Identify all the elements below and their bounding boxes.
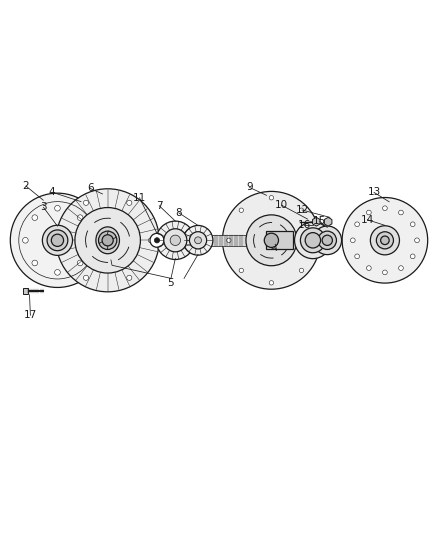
Circle shape	[56, 189, 159, 292]
Circle shape	[154, 238, 159, 243]
Text: 17: 17	[24, 310, 37, 320]
Text: 7: 7	[156, 201, 162, 211]
Circle shape	[342, 198, 427, 283]
Circle shape	[305, 232, 321, 248]
Circle shape	[55, 270, 60, 275]
Circle shape	[77, 215, 83, 221]
Circle shape	[84, 200, 88, 205]
Circle shape	[355, 254, 360, 259]
Circle shape	[350, 238, 355, 243]
Circle shape	[381, 236, 389, 245]
Text: 16: 16	[297, 220, 311, 230]
Circle shape	[148, 238, 153, 243]
Text: 11: 11	[133, 193, 146, 203]
Circle shape	[399, 210, 403, 215]
Circle shape	[367, 266, 371, 270]
Circle shape	[156, 221, 194, 260]
Circle shape	[42, 225, 73, 255]
Circle shape	[300, 228, 325, 253]
Circle shape	[410, 254, 415, 259]
Text: 6: 6	[87, 183, 93, 193]
Circle shape	[399, 266, 403, 270]
Circle shape	[77, 260, 83, 266]
Circle shape	[355, 222, 360, 227]
Circle shape	[376, 232, 393, 249]
Bar	[266, 231, 293, 249]
Text: 4: 4	[49, 187, 56, 197]
Circle shape	[150, 233, 164, 247]
Text: 8: 8	[176, 208, 182, 218]
Circle shape	[23, 238, 28, 243]
Polygon shape	[325, 217, 332, 226]
Bar	[212, 235, 246, 246]
Circle shape	[312, 238, 316, 243]
Circle shape	[194, 237, 201, 244]
Circle shape	[32, 260, 38, 266]
Circle shape	[47, 230, 68, 251]
Circle shape	[367, 210, 371, 215]
Polygon shape	[313, 217, 320, 226]
Circle shape	[246, 215, 297, 266]
Bar	[22, 288, 28, 294]
Text: 9: 9	[246, 182, 253, 192]
Circle shape	[264, 233, 279, 247]
Circle shape	[322, 235, 332, 245]
Text: 12: 12	[295, 205, 309, 215]
Circle shape	[239, 208, 244, 213]
Text: 14: 14	[361, 215, 374, 225]
Circle shape	[318, 231, 336, 249]
Circle shape	[410, 222, 415, 227]
Circle shape	[51, 234, 64, 246]
Circle shape	[226, 238, 231, 243]
Circle shape	[371, 226, 399, 255]
Circle shape	[75, 207, 141, 273]
Circle shape	[99, 231, 117, 249]
Circle shape	[32, 215, 38, 221]
Text: 15: 15	[313, 216, 326, 226]
Circle shape	[127, 200, 132, 205]
Circle shape	[223, 191, 320, 289]
Circle shape	[127, 275, 132, 280]
Circle shape	[299, 208, 304, 213]
Circle shape	[382, 206, 387, 211]
Circle shape	[189, 232, 207, 249]
Circle shape	[415, 238, 419, 243]
Text: 10: 10	[275, 200, 288, 210]
Ellipse shape	[96, 227, 120, 254]
Circle shape	[269, 281, 274, 285]
Circle shape	[294, 222, 331, 259]
Circle shape	[164, 229, 187, 252]
Circle shape	[84, 275, 88, 280]
Text: 13: 13	[367, 188, 381, 197]
Text: 5: 5	[168, 278, 174, 288]
Circle shape	[102, 235, 113, 246]
Text: 3: 3	[40, 203, 47, 212]
Circle shape	[87, 238, 92, 243]
Circle shape	[170, 235, 180, 246]
Circle shape	[239, 268, 244, 272]
Text: 2: 2	[23, 181, 29, 191]
Circle shape	[299, 268, 304, 272]
Circle shape	[183, 225, 213, 255]
Circle shape	[62, 238, 67, 243]
Circle shape	[313, 226, 342, 255]
Circle shape	[269, 196, 274, 200]
Circle shape	[55, 205, 60, 211]
Circle shape	[382, 270, 387, 274]
Circle shape	[11, 193, 105, 287]
